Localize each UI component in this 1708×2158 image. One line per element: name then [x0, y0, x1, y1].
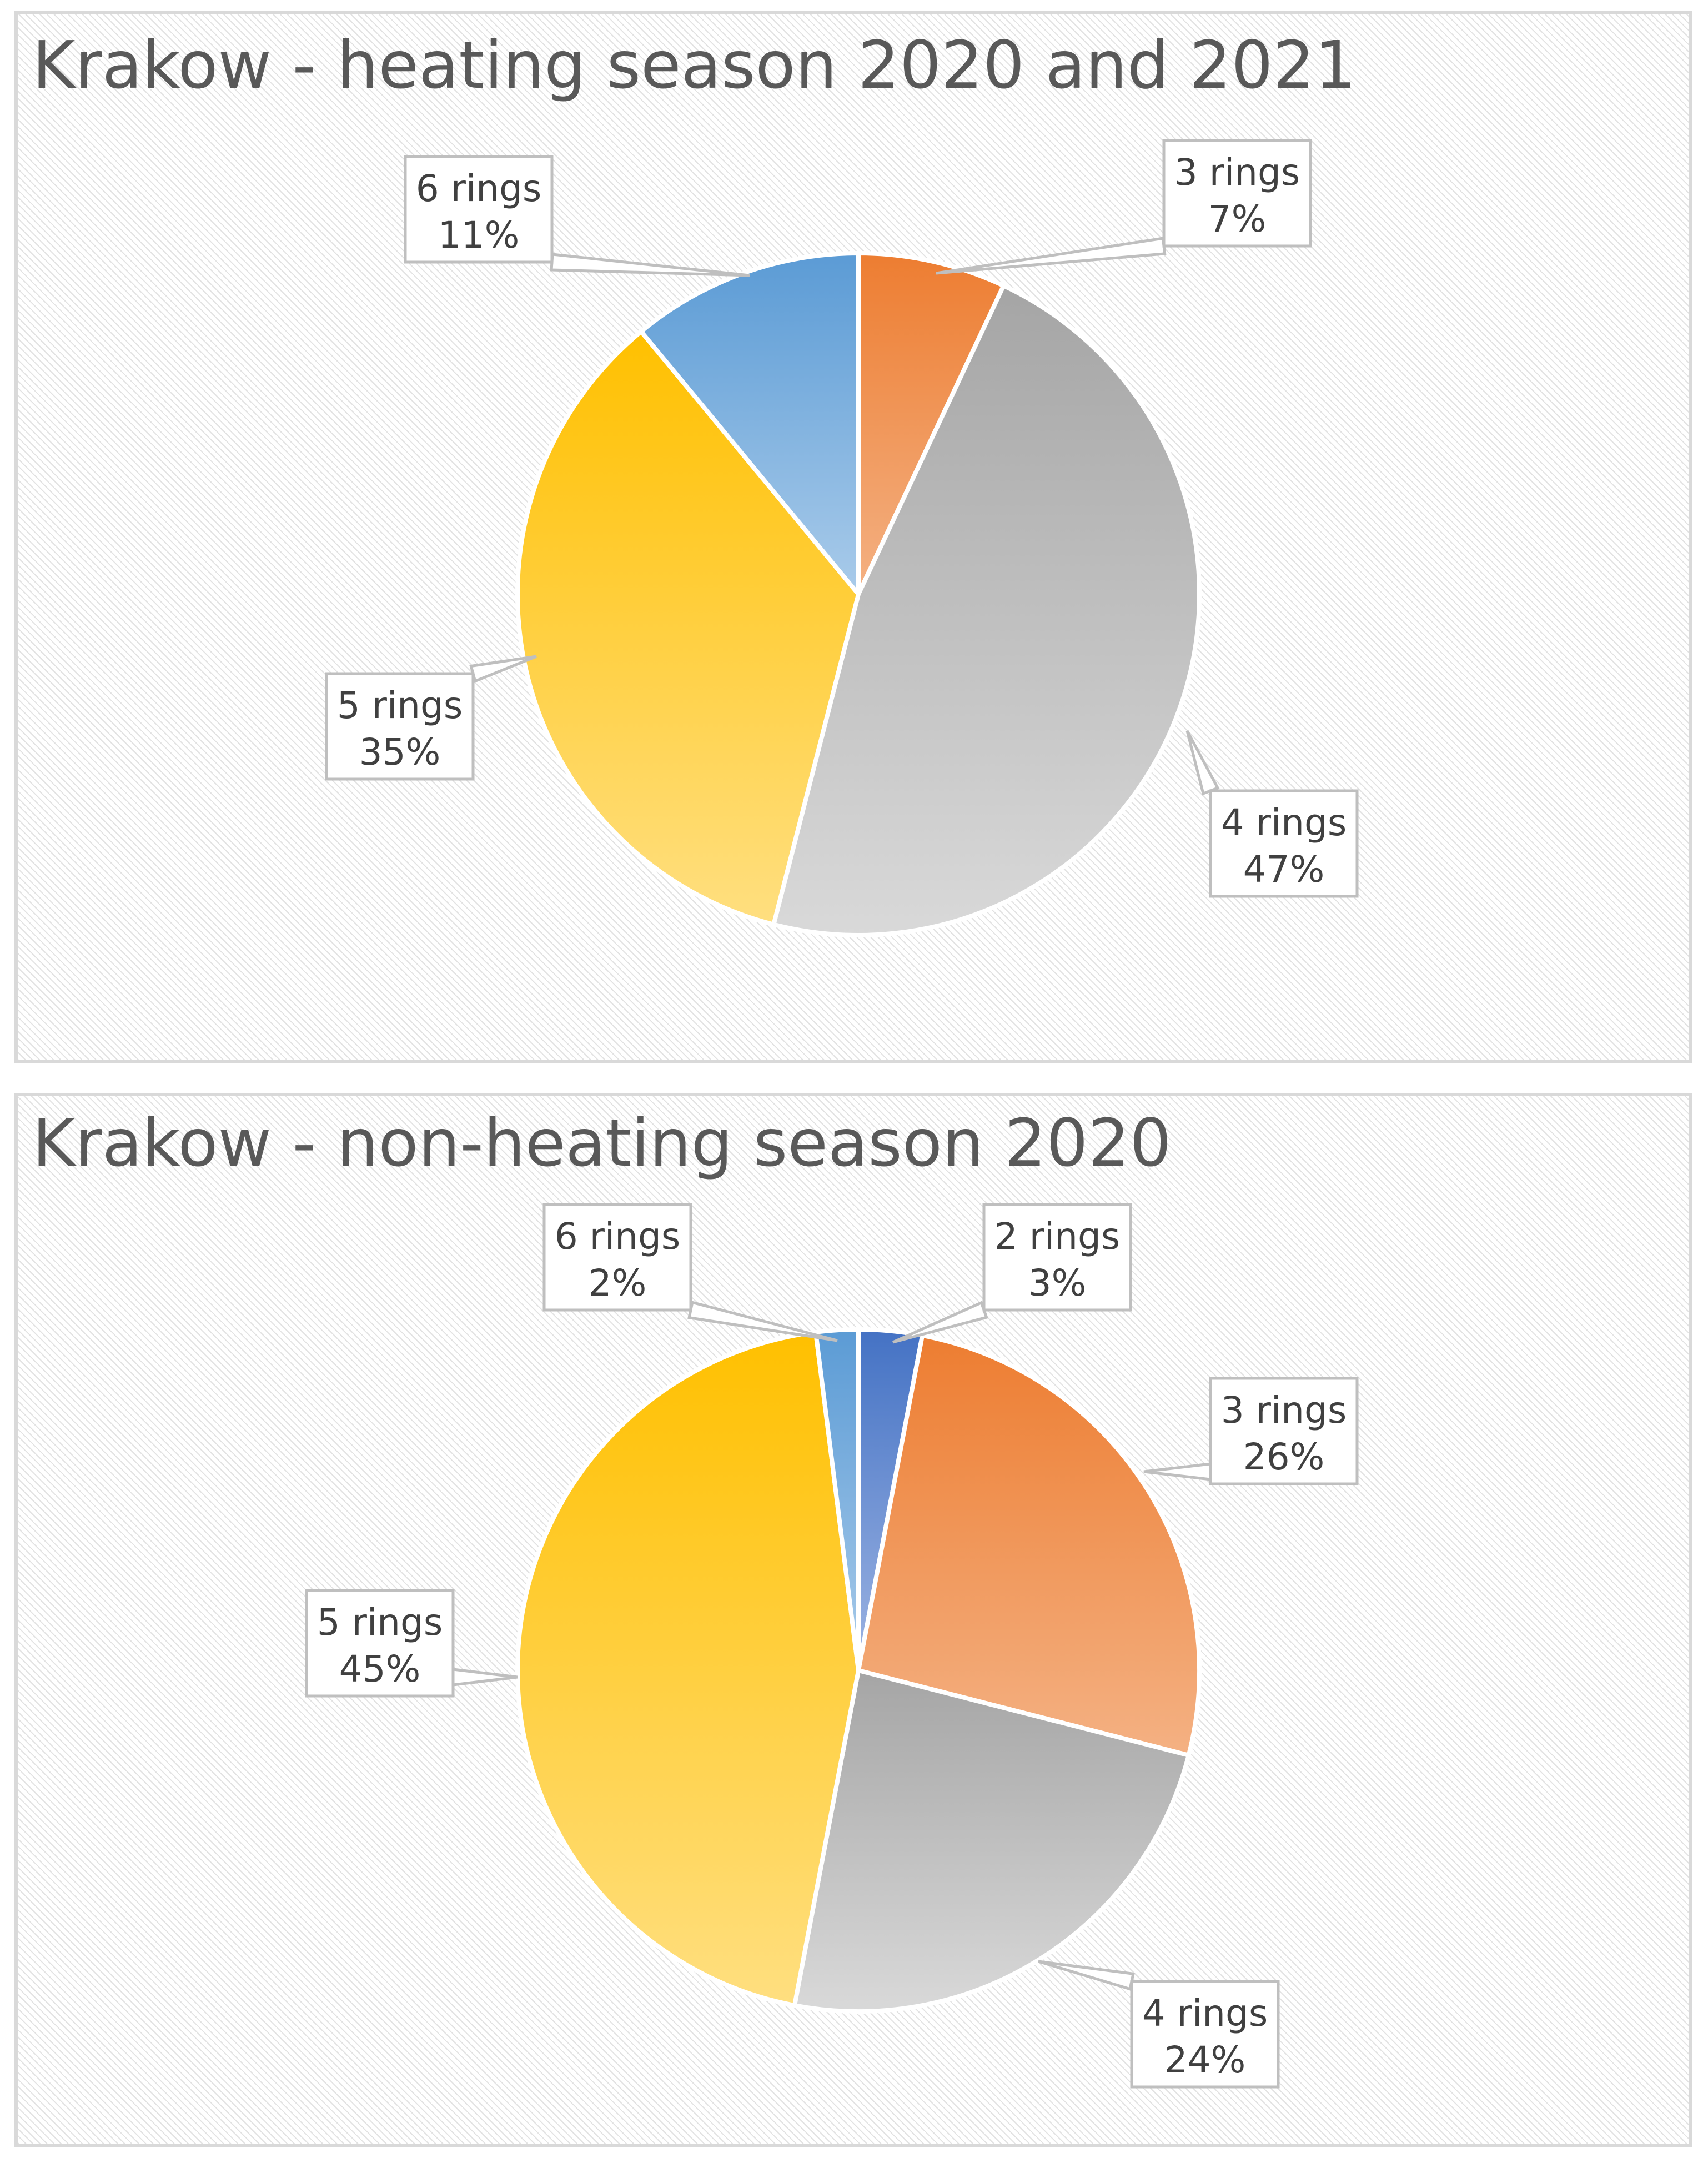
pie-slices — [515, 251, 1202, 937]
leader-line — [687, 1301, 838, 1342]
slice-value-label: 35% — [359, 731, 441, 774]
slice-category-label: 5 rings — [317, 1601, 443, 1644]
pie-slice-5-rings — [515, 1329, 861, 2008]
label-box — [404, 155, 554, 264]
pie-slices — [515, 1327, 1202, 2014]
pie-slice-3-rings — [856, 1333, 1202, 1758]
label-box — [982, 1203, 1132, 1312]
slice-value-label: 47% — [1243, 848, 1325, 891]
pie-chart-non-heating: Krakow - non-heating season 2020 2 rings… — [32, 1105, 1359, 2089]
slice-category-label: 6 rings — [416, 167, 542, 210]
slice-value-label: 2% — [589, 1262, 647, 1304]
slice-value-label: 7% — [1208, 198, 1267, 240]
slice-category-label: 5 rings — [337, 684, 463, 727]
leader-line — [451, 1668, 518, 1687]
pie-chart-heating: Krakow - heating season 2020 and 2021 3 … — [32, 27, 1359, 937]
leader-line — [936, 237, 1167, 275]
chart-title: Krakow - non-heating season 2020 — [32, 1105, 1172, 1181]
pie-slice-6-rings — [813, 1327, 861, 1673]
label-box — [1130, 1980, 1280, 2089]
chart-panel-heating: Krakow - heating season 2020 and 2021 3 … — [14, 11, 1692, 1063]
slice-category-label: 2 rings — [994, 1215, 1121, 1258]
slice-category-label: 6 rings — [555, 1215, 681, 1258]
label-box — [1209, 1377, 1359, 1485]
leader-line — [1038, 1960, 1135, 1991]
label-box — [325, 672, 475, 781]
slice-value-label: 11% — [438, 214, 520, 257]
label-box — [542, 1203, 692, 1312]
slice-value-label: 26% — [1243, 1436, 1325, 1478]
pie-slice-3-rings — [856, 251, 1006, 596]
slice-value-label: 24% — [1164, 2039, 1246, 2081]
leader-line — [1185, 730, 1220, 796]
leader-line — [892, 1301, 988, 1344]
slice-category-label: 3 rings — [1174, 151, 1300, 194]
slice-category-label: 4 rings — [1221, 801, 1347, 844]
pie-slice-4-rings — [792, 1668, 1191, 2014]
slice-value-label: 45% — [339, 1648, 421, 1690]
pie-slice-5-rings — [515, 329, 861, 927]
chart-panel-non-heating: Krakow - non-heating season 2020 2 rings… — [14, 1093, 1692, 2147]
label-box — [305, 1589, 455, 1698]
label-box — [1209, 789, 1359, 898]
pie-slice-4-rings — [771, 283, 1202, 937]
label-box — [1162, 139, 1312, 248]
chart-title: Krakow - heating season 2020 and 2021 — [32, 27, 1357, 103]
leader-line — [550, 253, 750, 277]
slice-value-label: 3% — [1028, 1262, 1087, 1304]
slice-category-label: 4 rings — [1142, 1992, 1268, 2035]
leader-line — [1143, 1462, 1212, 1481]
slice-category-label: 3 rings — [1221, 1389, 1347, 1432]
